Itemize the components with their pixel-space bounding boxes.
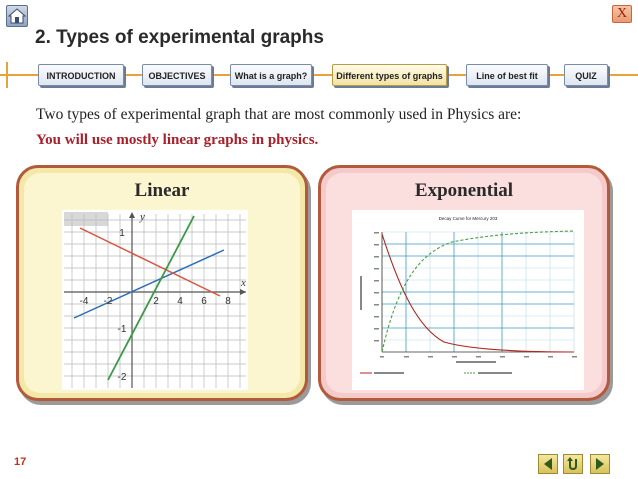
y-axis-arrow-icon — [129, 212, 135, 218]
linear-grid — [64, 214, 246, 388]
linear-graph: y x -4 -2 2 4 6 8 1 -1 -2 — [62, 210, 248, 390]
tab-line-of-best-fit[interactable]: Line of best fit — [466, 64, 548, 86]
linear-blue-line — [73, 249, 225, 319]
linear-red-line — [79, 227, 221, 297]
exponential-tick-labels — [374, 232, 577, 358]
linear-panel-title: Linear — [134, 180, 190, 201]
home-icon — [7, 8, 27, 24]
page-title: 2. Types of experimental graphs — [35, 27, 324, 48]
tab-introduction[interactable]: INTRODUCTION — [38, 64, 124, 86]
intro-text: Two types of experimental graph that are… — [36, 106, 522, 123]
x-tick-label: 2 — [153, 296, 159, 307]
tab-objectives[interactable]: OBJECTIVES — [142, 64, 212, 86]
y-tick-label: -2 — [118, 372, 127, 383]
nav-rule-tick — [6, 62, 8, 88]
y-tick-label: -1 — [118, 324, 127, 335]
x-tick-label: 8 — [225, 296, 231, 307]
close-button[interactable]: X — [612, 5, 632, 23]
exponential-y-axis-label — [360, 276, 362, 310]
close-icon: X — [616, 6, 628, 21]
emphasis-text: You will use mostly linear graphs in phy… — [36, 132, 319, 148]
arrow-right-icon — [596, 458, 604, 470]
linear-graph-background — [62, 210, 248, 390]
growth-curve — [381, 230, 575, 353]
linear-green-line — [107, 215, 195, 381]
linear-y-label: y — [139, 211, 145, 223]
exponential-panel-title: Exponential — [414, 180, 514, 201]
previous-button[interactable] — [538, 454, 558, 474]
x-tick-label: 4 — [177, 296, 183, 307]
legend-growth-label — [478, 372, 512, 374]
x-axis-arrow-icon — [240, 289, 246, 295]
y-tick-label: 1 — [119, 228, 125, 239]
x-tick-label: -2 — [104, 296, 113, 307]
x-tick-label: 6 — [201, 296, 207, 307]
linear-x-label: x — [240, 277, 246, 289]
next-button[interactable] — [590, 454, 610, 474]
exponential-graph: Decay Curve for Mercury 203 — [352, 210, 584, 390]
tab-what-is-a-graph[interactable]: What is a graph? — [230, 64, 312, 86]
tab-quiz[interactable]: QUIZ — [564, 64, 608, 86]
legend-decay-label — [374, 372, 404, 374]
home-button[interactable] — [6, 5, 28, 27]
arrow-left-icon — [544, 458, 552, 470]
exponential-x-axis-label — [456, 361, 496, 363]
decay-curve — [381, 233, 575, 353]
page-number: 17 — [14, 456, 27, 468]
return-icon — [567, 457, 577, 471]
exponential-graph-background — [352, 210, 584, 390]
exponential-chart-title: Decay Curve for Mercury 203 — [439, 216, 498, 221]
return-button[interactable] — [563, 454, 583, 474]
nav-rule — [0, 74, 638, 76]
exponential-highlight-lines — [382, 232, 574, 352]
linear-graph-label-box — [64, 212, 108, 226]
tab-different-types-of-graphs[interactable]: Different types of graphs — [332, 64, 447, 86]
x-tick-label: -4 — [80, 296, 89, 307]
